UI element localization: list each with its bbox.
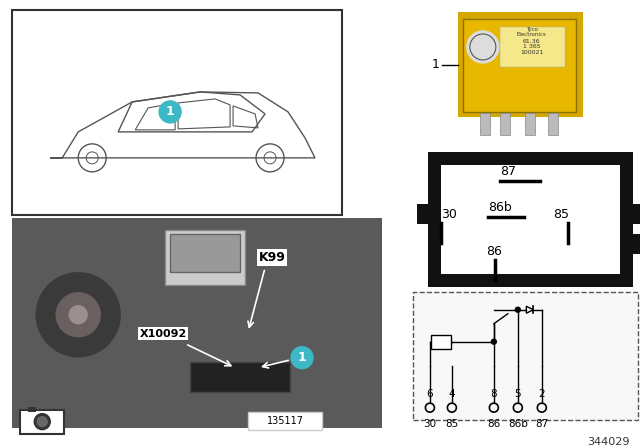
Circle shape [56,293,100,337]
Text: 61.36
1 365
100021: 61.36 1 365 100021 [520,39,543,55]
Text: 344029: 344029 [588,437,630,447]
Text: 85: 85 [445,418,458,429]
Text: 8: 8 [490,389,497,399]
Text: Tyco
Electronics: Tyco Electronics [517,26,547,37]
Text: 1: 1 [298,351,307,364]
Text: X10092: X10092 [140,329,187,339]
Bar [248,412,322,430]
Circle shape [159,101,181,123]
Bar [463,19,576,112]
Bar [170,234,240,272]
Text: 6: 6 [427,389,433,399]
Bar [12,10,342,215]
Text: 30: 30 [423,418,436,429]
Text: 86b: 86b [488,201,511,214]
Text: 2: 2 [538,389,545,399]
Circle shape [35,414,50,430]
Bar [631,204,640,224]
Bar [165,230,245,285]
Bar [431,335,451,349]
Text: 135117: 135117 [266,416,303,426]
Bar [12,218,382,428]
Bar [480,113,490,135]
Bar [500,113,510,135]
Circle shape [291,347,313,369]
Text: 1: 1 [432,58,440,71]
Text: 5: 5 [515,389,521,399]
Circle shape [69,306,87,324]
Bar [190,362,290,392]
Circle shape [492,339,497,344]
Bar [417,204,430,224]
Text: 86b: 86b [508,418,528,429]
Text: 86: 86 [486,246,502,258]
Text: K99: K99 [259,251,285,264]
Text: 4: 4 [449,389,455,399]
Circle shape [37,417,47,426]
Text: 87: 87 [535,418,548,429]
Bar [28,407,36,412]
Circle shape [467,31,499,63]
Bar [413,292,637,420]
Bar [428,152,633,287]
Bar [548,113,558,135]
Text: 85: 85 [553,208,569,221]
Bar [441,165,620,274]
Bar [525,113,535,135]
Text: 86: 86 [487,418,500,429]
Text: 1: 1 [166,105,175,118]
Bar [631,234,640,254]
Text: 30: 30 [441,208,457,221]
Bar [458,12,583,117]
Circle shape [36,273,120,357]
Bar [500,27,564,67]
Bar [20,409,64,434]
Text: 87: 87 [500,165,516,178]
Circle shape [515,307,520,312]
